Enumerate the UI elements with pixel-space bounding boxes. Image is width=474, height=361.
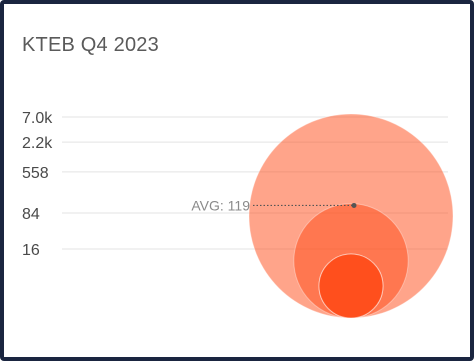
average-marker: AVG: 119 — [191, 197, 357, 213]
bubble-chart: 7.0k 2.2k 558 84 16 AVG: 119 — [22, 110, 454, 319]
average-dot — [351, 202, 357, 208]
y-tick-labels: 7.0k 2.2k 558 84 16 — [22, 110, 53, 259]
bubbles — [248, 113, 454, 319]
y-tick-label: 2.2k — [22, 135, 53, 152]
y-tick-label: 16 — [22, 242, 40, 259]
bubble[interactable] — [318, 253, 384, 319]
y-tick-label: 84 — [22, 206, 40, 223]
y-tick-label: 558 — [22, 165, 49, 182]
widget-card[interactable]: KTEB Q4 2023 7.0k 2.2k 558 84 16 AVG: 119 — [8, 8, 474, 361]
widget-title: KTEB Q4 2023 — [22, 34, 159, 56]
y-tick-label: 7.0k — [22, 110, 53, 127]
average-label: AVG: 119 — [191, 197, 250, 213]
